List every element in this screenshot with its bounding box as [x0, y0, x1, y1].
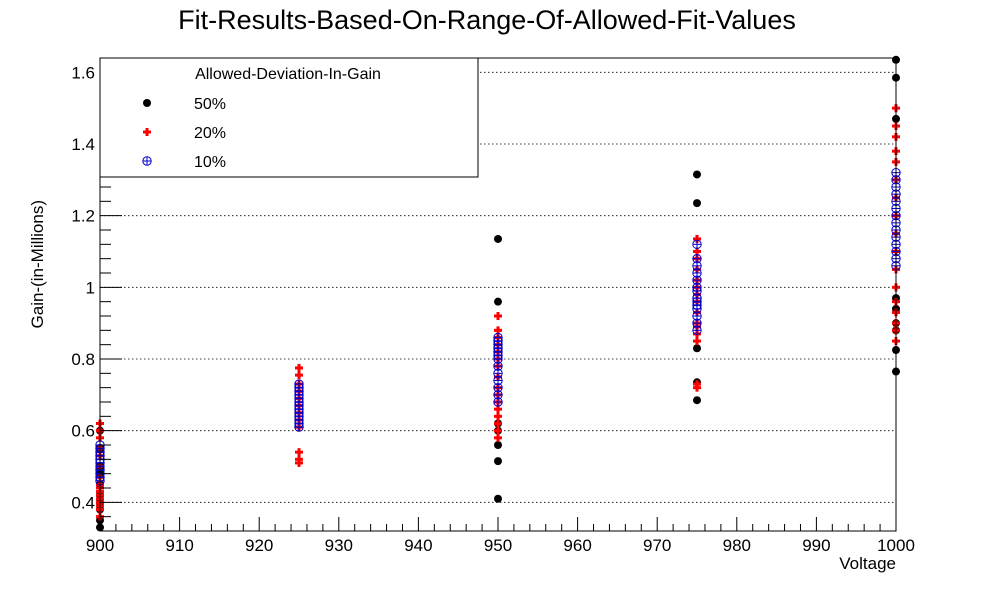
data-point [494, 412, 502, 421]
legend-label: 20% [194, 125, 226, 142]
data-point [494, 312, 502, 320]
y-tick-label: 0.6 [71, 422, 95, 441]
x-tick-label: 920 [245, 536, 273, 555]
y-tick-label: 1.2 [71, 207, 95, 226]
x-tick-label: 980 [723, 536, 751, 555]
y-tick-label: 1.6 [71, 63, 95, 82]
legend-title: Allowed-Deviation-In-Gain [195, 66, 381, 83]
legend-label: 50% [194, 96, 226, 113]
data-point [693, 380, 701, 389]
data-point [494, 494, 502, 503]
data-point [693, 170, 701, 179]
legend-marker [143, 128, 151, 136]
legend: Allowed-Deviation-In-Gain 50% 20% 10% [99, 57, 479, 178]
data-point [693, 344, 701, 353]
data-point [494, 297, 502, 306]
data-point [295, 363, 303, 372]
data-point [493, 332, 503, 343]
data-point [295, 455, 303, 464]
data-point [494, 419, 502, 428]
x-tick-label: 990 [802, 536, 830, 555]
y-axis-title: Gain-(in-Millions) [28, 200, 47, 328]
data-point [693, 396, 701, 405]
data-point [494, 441, 502, 449]
chart-title: Fit-Results-Based-On-Range-Of-Allowed-Fi… [178, 5, 796, 35]
legend-marker [143, 99, 151, 107]
legend-box [99, 57, 479, 178]
x-tick-label: 910 [165, 536, 193, 555]
data-point [494, 457, 502, 466]
data-point [494, 433, 502, 442]
x-tick-label: 960 [563, 536, 591, 555]
legend-label: 10% [194, 154, 226, 171]
x-tick-label: 900 [86, 536, 114, 555]
data-point [693, 337, 701, 346]
y-tick-label: 1 [86, 278, 95, 297]
legend-marker [142, 156, 152, 166]
y-tick-label: 1.4 [71, 135, 95, 154]
x-tick-label: 1000 [877, 536, 915, 555]
data-point [692, 239, 702, 250]
axes: 900 910 920 930 940 950 960 970 980 990 1000 0.4 0.6… [71, 57, 915, 555]
x-tick-label: 930 [325, 536, 353, 555]
x-axis-title: Voltage [839, 554, 896, 573]
data-point [693, 199, 701, 208]
x-tick-label: 950 [484, 536, 512, 555]
y-tick-label: 0.4 [71, 493, 95, 512]
data-point [494, 426, 502, 435]
x-tick-label: 970 [643, 536, 671, 555]
data-point [295, 371, 303, 380]
x-tick-label: 940 [404, 536, 432, 555]
data-point [692, 253, 702, 264]
data-point [494, 234, 502, 243]
data-point [294, 379, 304, 389]
data-point [295, 448, 303, 457]
y-tick-label: 0.8 [71, 350, 95, 369]
